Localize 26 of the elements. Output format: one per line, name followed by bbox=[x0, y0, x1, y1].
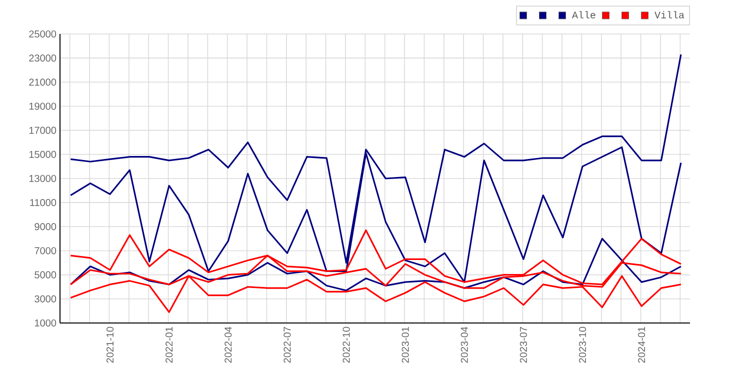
x-tick-label: 2023-10 bbox=[578, 326, 586, 363]
y-tick-label: 13000 bbox=[29, 174, 56, 182]
x-tick-label: 2023-01 bbox=[402, 327, 409, 363]
y-tick-label: 25000 bbox=[29, 30, 56, 38]
x-tick-label: 2023-07 bbox=[520, 327, 527, 363]
y-tick-label: 21000 bbox=[29, 78, 56, 86]
y-tick-label: 23000 bbox=[29, 54, 56, 62]
x-tick-label: 2024-01 bbox=[638, 327, 646, 363]
y-tick-label: 5000 bbox=[34, 271, 56, 278]
y-tick-label: 11000 bbox=[30, 199, 56, 206]
legend-label: Villa bbox=[654, 11, 684, 18]
y-tick-label: 15000 bbox=[29, 150, 56, 158]
y-tick-label: 1000 bbox=[35, 319, 56, 327]
y-tick-label: 9000 bbox=[34, 223, 56, 230]
x-tick-label: 2023-04 bbox=[460, 326, 468, 363]
x-tick-label: 2021-10 bbox=[106, 326, 114, 363]
y-tick-label: 17000 bbox=[29, 126, 56, 134]
legend-label: Alle bbox=[572, 11, 596, 18]
y-tick-label: 3000 bbox=[34, 295, 56, 302]
x-tick-label: 2022-10 bbox=[342, 326, 350, 363]
y-tick-label: 19000 bbox=[29, 102, 56, 110]
x-tick-label: 2022-01 bbox=[166, 327, 173, 363]
x-tick-label: 2022-04 bbox=[224, 326, 232, 363]
y-tick-label: 7000 bbox=[34, 247, 56, 254]
x-tick-label: 2022-07 bbox=[284, 327, 291, 363]
line-series bbox=[70, 229, 682, 286]
